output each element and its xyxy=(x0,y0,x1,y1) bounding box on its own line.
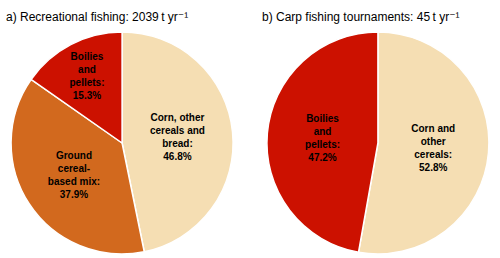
svg-text:Boiliesandpellets:47.2%: Boiliesandpellets:47.2% xyxy=(305,113,340,163)
svg-text:b) Carp fishing tournaments: 4: b) Carp fishing tournaments: 45 t yr⁻¹ xyxy=(262,10,459,24)
svg-text:Corn, othercereals andbread:46: Corn, othercereals andbread:46.8% xyxy=(150,112,205,162)
svg-text:Groundcereal-based mix:37.9%: Groundcereal-based mix:37.9% xyxy=(48,150,100,200)
svg-text:Corn andothercereals:52.8%: Corn andothercereals:52.8% xyxy=(411,123,455,173)
svg-text:Boiliesandpellets:15.3%: Boiliesandpellets:15.3% xyxy=(69,51,104,101)
svg-text:a) Recreational fishing: 2039: a) Recreational fishing: 2039 t yr⁻¹ xyxy=(6,10,188,24)
